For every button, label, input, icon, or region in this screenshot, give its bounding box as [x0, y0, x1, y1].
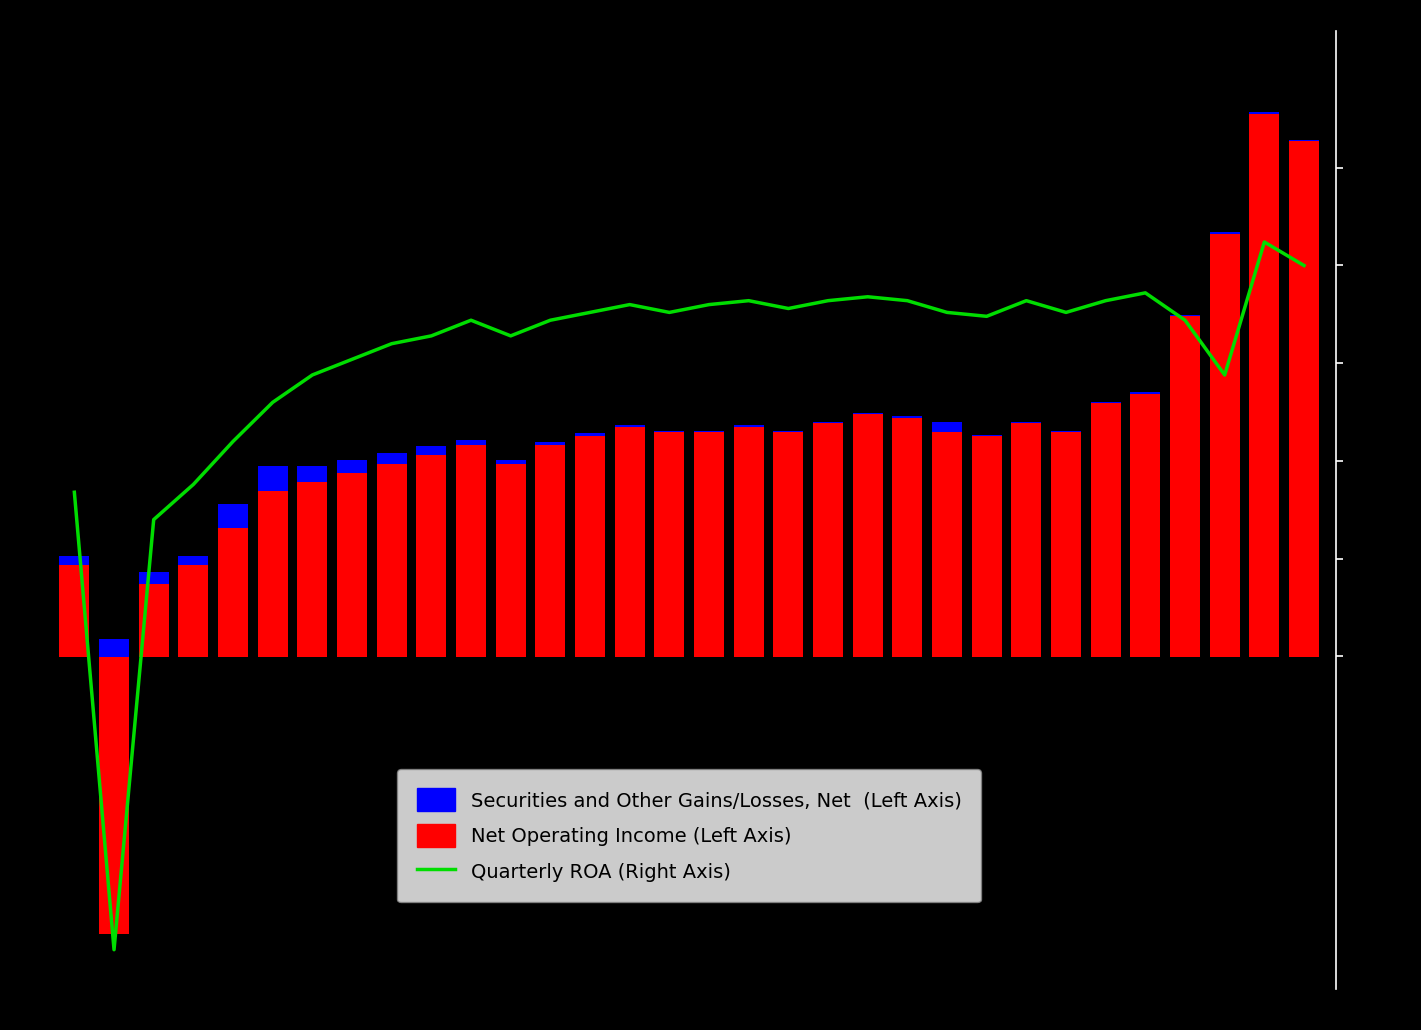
- Bar: [972, 435, 1002, 436]
- Bar: [257, 466, 287, 491]
- Bar: [99, 657, 129, 933]
- Bar: [972, 436, 1002, 657]
- Bar: [456, 445, 486, 657]
- Bar: [139, 573, 169, 584]
- Bar: [1249, 112, 1279, 113]
- Bar: [297, 466, 327, 482]
- Bar: [496, 464, 526, 657]
- Bar: [733, 425, 763, 427]
- Bar: [337, 460, 367, 473]
- Bar: [853, 414, 882, 657]
- Bar: [853, 413, 882, 414]
- Bar: [179, 565, 209, 657]
- Bar: [932, 433, 962, 657]
- Bar: [1012, 423, 1042, 657]
- Bar: [655, 431, 685, 433]
- Bar: [337, 473, 367, 657]
- Legend: Securities and Other Gains/Losses, Net  (Left Axis), Net Operating Income (Left : Securities and Other Gains/Losses, Net (…: [396, 769, 982, 902]
- Bar: [456, 440, 486, 445]
- Bar: [219, 528, 247, 657]
- Bar: [892, 418, 922, 657]
- Bar: [1169, 315, 1199, 316]
- Bar: [693, 433, 723, 657]
- Bar: [139, 584, 169, 657]
- Bar: [1091, 402, 1121, 403]
- Bar: [576, 436, 605, 657]
- Bar: [496, 460, 526, 464]
- Bar: [773, 433, 803, 657]
- Bar: [257, 491, 287, 657]
- Bar: [219, 505, 247, 528]
- Bar: [1052, 433, 1081, 657]
- Bar: [1052, 431, 1081, 433]
- Bar: [1209, 232, 1239, 234]
- Bar: [813, 423, 843, 657]
- Bar: [60, 556, 90, 565]
- Bar: [1289, 141, 1319, 657]
- Bar: [655, 433, 685, 657]
- Bar: [1249, 113, 1279, 657]
- Bar: [536, 442, 566, 445]
- Bar: [576, 434, 605, 436]
- Bar: [773, 431, 803, 433]
- Bar: [615, 425, 645, 427]
- Bar: [297, 482, 327, 657]
- Bar: [60, 565, 90, 657]
- Bar: [1209, 234, 1239, 657]
- Bar: [1012, 422, 1042, 423]
- Bar: [932, 422, 962, 433]
- Bar: [1091, 403, 1121, 657]
- Bar: [1131, 392, 1160, 393]
- Bar: [377, 464, 406, 657]
- Bar: [892, 416, 922, 418]
- Bar: [733, 427, 763, 657]
- Bar: [1169, 316, 1199, 657]
- Bar: [693, 431, 723, 433]
- Bar: [179, 556, 209, 565]
- Bar: [416, 454, 446, 657]
- Bar: [416, 446, 446, 454]
- Bar: [1131, 393, 1160, 657]
- Bar: [377, 453, 406, 464]
- Bar: [813, 422, 843, 423]
- Bar: [536, 445, 566, 657]
- Bar: [615, 427, 645, 657]
- Bar: [1289, 140, 1319, 141]
- Bar: [99, 639, 129, 657]
